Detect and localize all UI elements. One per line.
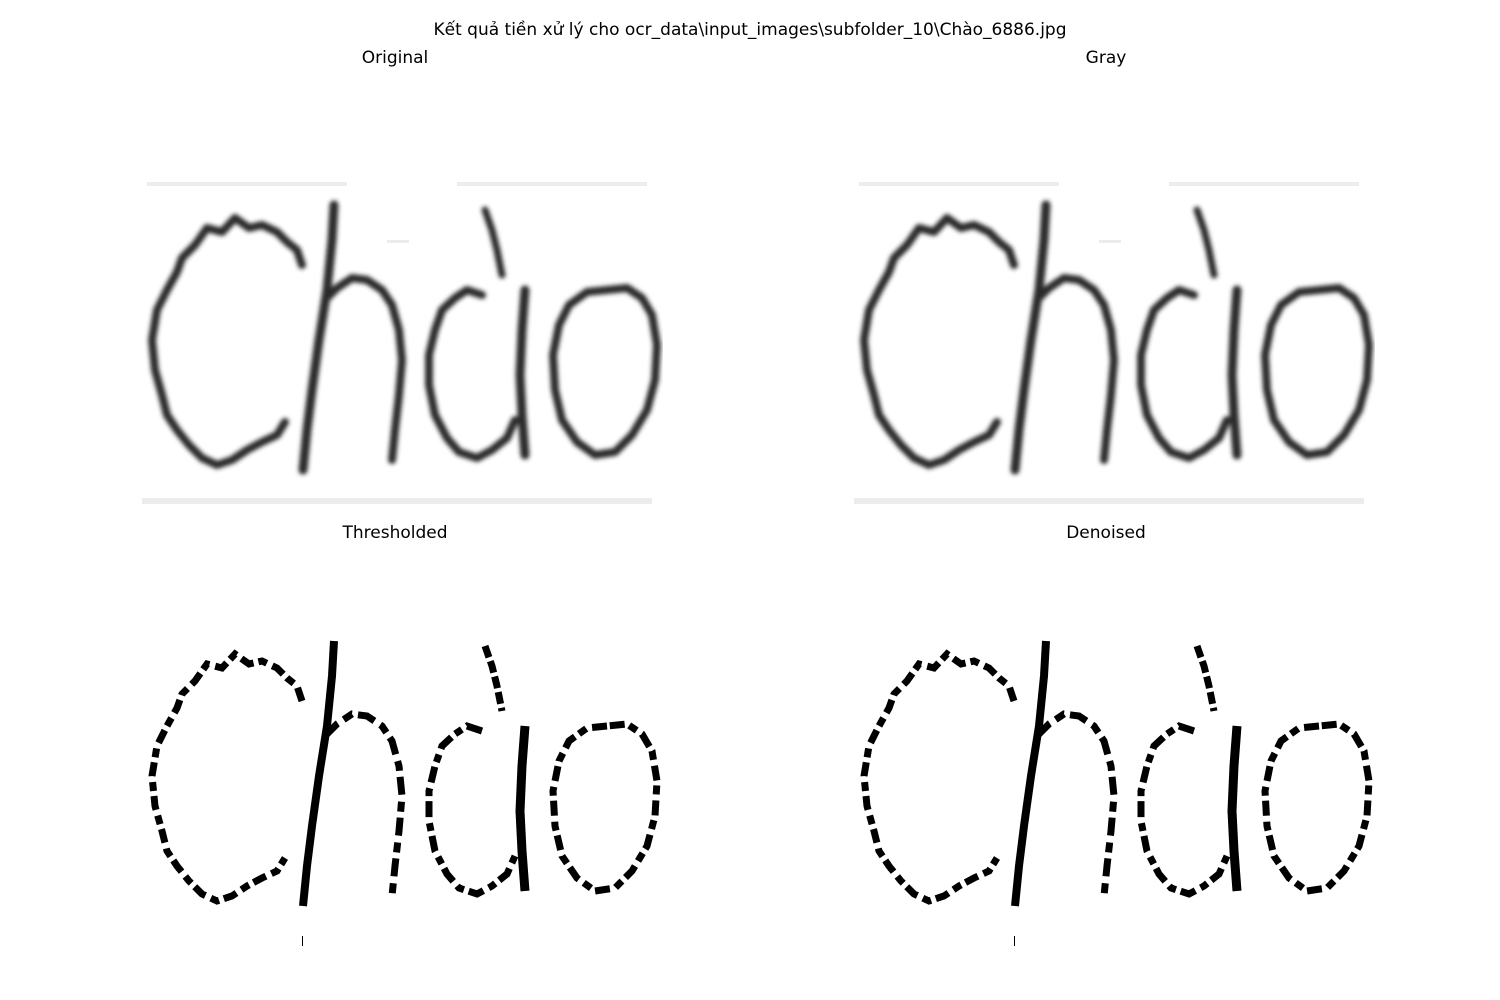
panel-title-denoised: Denoised: [1066, 523, 1146, 543]
panel-title-original: Original: [361, 48, 429, 68]
gray-image-graphic: [849, 180, 1375, 511]
denoised-image-graphic: [849, 616, 1375, 947]
figure-title: Kết quả tiền xử lý cho ocr_data\input_im…: [433, 20, 1067, 40]
panel-title-gray: Gray: [1085, 48, 1127, 68]
original-image-graphic: [137, 180, 663, 511]
thresholded-image: [137, 616, 663, 947]
denoised-image: [849, 616, 1375, 947]
thresholded-image-graphic: [137, 616, 663, 947]
gray-image: [849, 180, 1375, 511]
original-image: [137, 180, 663, 511]
panel-title-thresholded: Thresholded: [342, 523, 448, 543]
